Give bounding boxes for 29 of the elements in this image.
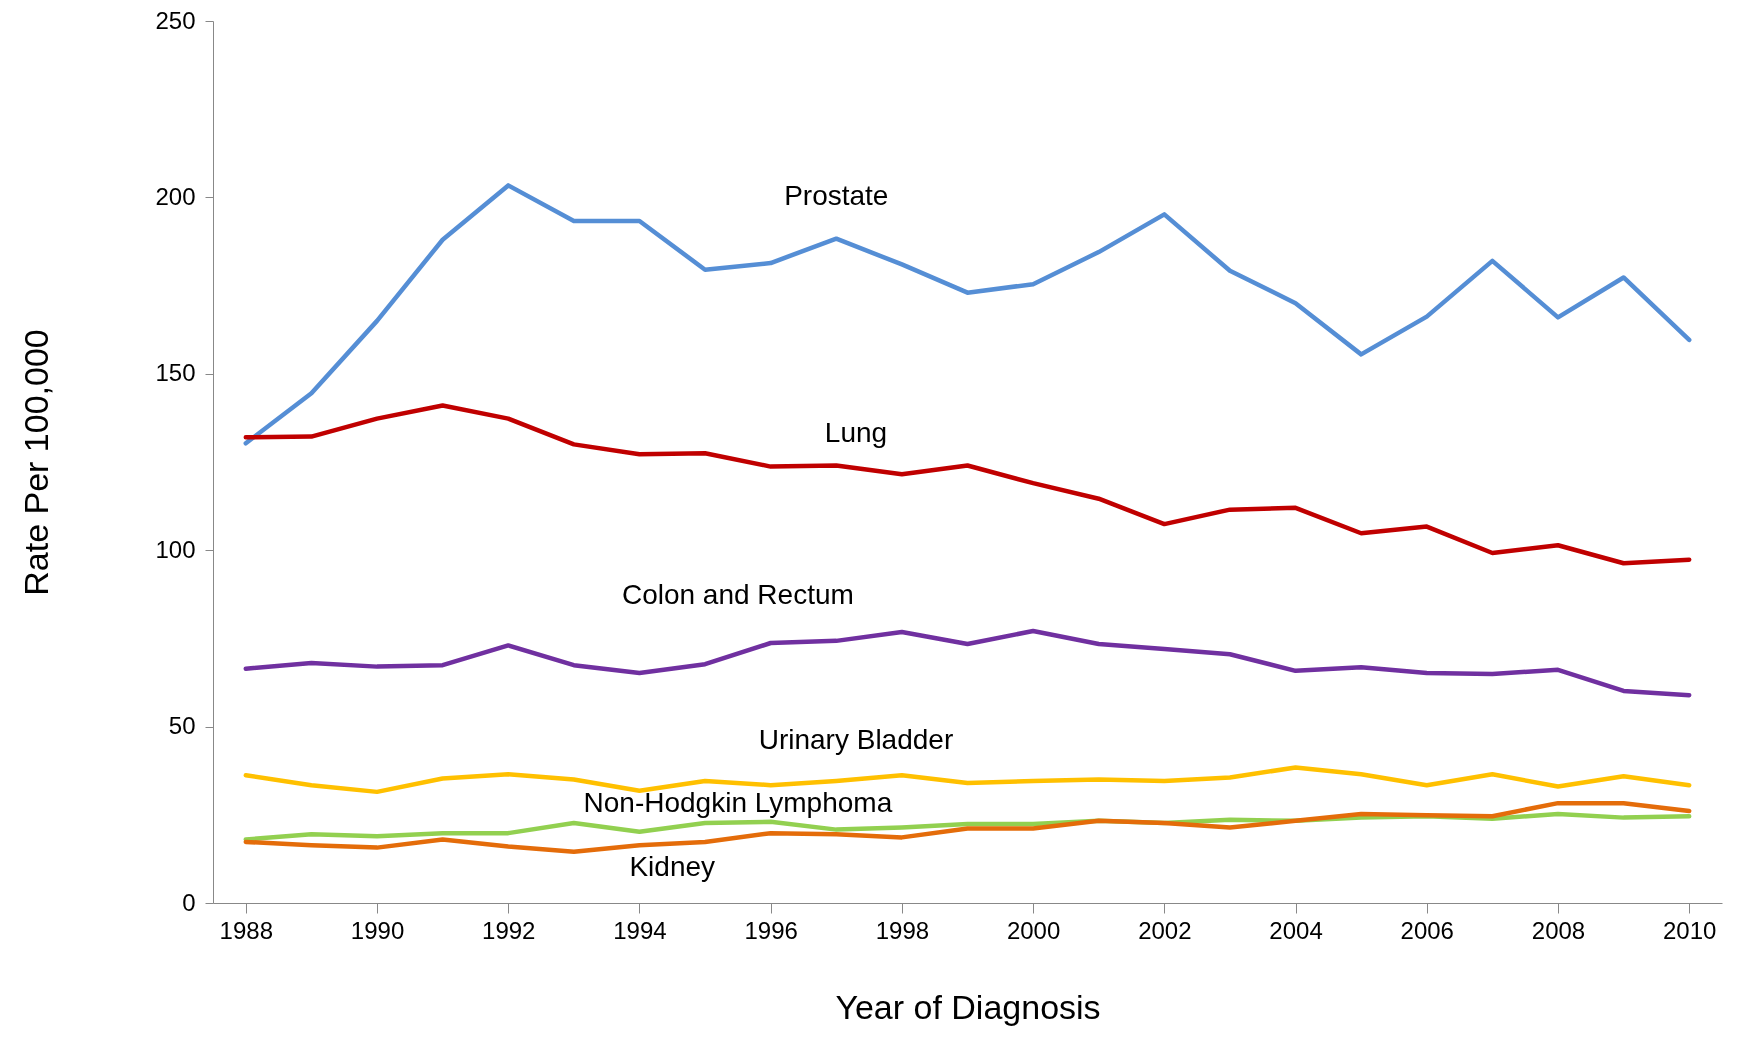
y-tick-label: 0 bbox=[182, 888, 196, 916]
series-label: Prostate bbox=[784, 180, 889, 212]
y-tick-label: 50 bbox=[168, 712, 196, 740]
series-label: Lung bbox=[824, 416, 888, 448]
x-tick-label: 1988 bbox=[219, 916, 273, 944]
x-axis-title: Year of Diagnosis bbox=[835, 987, 1101, 1026]
x-tick-label: 2000 bbox=[1006, 916, 1061, 944]
line-series bbox=[243, 628, 1692, 698]
y-tick-label: 100 bbox=[155, 535, 196, 563]
x-tick-label: 2010 bbox=[1663, 916, 1717, 944]
x-tick-label: 2008 bbox=[1531, 916, 1586, 944]
series-label: Non-Hodgkin Lymphoma bbox=[583, 787, 893, 819]
y-tick-label: 250 bbox=[155, 6, 196, 34]
series-label: Colon and Rectum bbox=[621, 579, 854, 611]
y-axis-title: Rate Per 100,000 bbox=[17, 329, 56, 596]
series-label: Urinary Bladder bbox=[758, 723, 954, 755]
x-tick-label: 2006 bbox=[1400, 916, 1454, 944]
x-tick-label: 2002 bbox=[1138, 916, 1192, 944]
x-tick-label: 1996 bbox=[744, 916, 798, 944]
y-tick-label: 200 bbox=[155, 182, 196, 210]
x-tick-label: 1998 bbox=[875, 916, 930, 944]
series-label: Kidney bbox=[629, 850, 716, 882]
y-tick-label: 150 bbox=[155, 359, 196, 387]
line-series bbox=[243, 183, 1692, 446]
line-series bbox=[243, 403, 1692, 566]
x-tick-label: 1992 bbox=[482, 916, 536, 944]
x-tick-label: 1994 bbox=[613, 916, 667, 944]
x-tick-label: 2004 bbox=[1269, 916, 1323, 944]
x-tick-label: 1990 bbox=[350, 916, 405, 944]
